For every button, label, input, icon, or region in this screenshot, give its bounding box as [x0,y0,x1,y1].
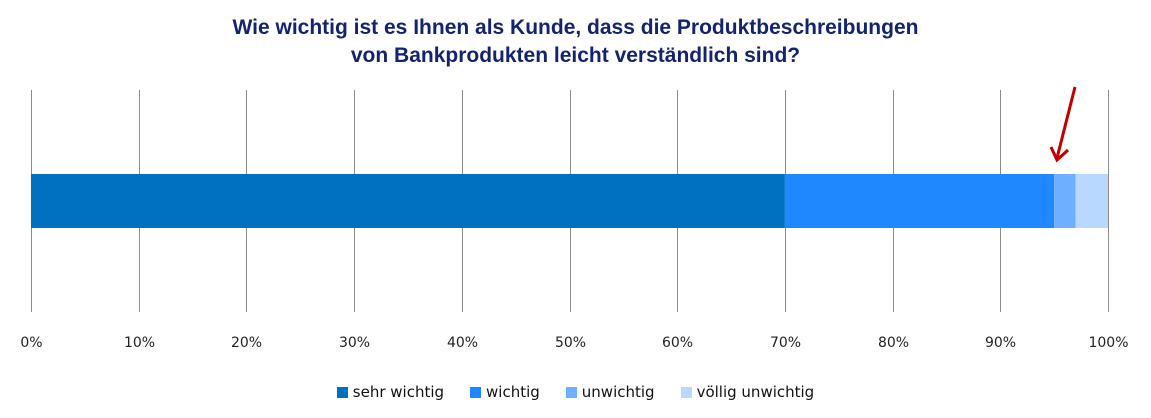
annotation-arrow-head [1049,146,1070,163]
legend-label: sehr wichtig [352,383,445,401]
x-tick-label: 30% [339,335,370,351]
legend-swatch [680,386,692,398]
legend-swatch [565,386,577,398]
bar-segment-unwichtig [1054,174,1076,228]
x-tick-label: 40% [447,335,478,351]
x-tick-label: 60% [662,335,693,351]
annotation-arrow-shaft [1055,86,1077,159]
x-tick-label: 10% [124,335,155,351]
chart-title-line2: von Bankprodukten leicht verständlich si… [350,44,801,67]
legend-item: wichtig [470,383,540,401]
bar-segment-völlig-unwichtig [1075,174,1108,228]
x-tick-label: 100% [1088,335,1128,351]
legend-item: sehr wichtig [336,383,445,401]
x-tick-label: 0% [20,335,42,351]
legend: sehr wichtig wichtig unwichtig völlig unwic… [0,383,1151,401]
legend-label: unwichtig [581,383,655,401]
x-tick-label: 90% [985,335,1016,351]
bar-segment-wichtig [784,174,1055,228]
chart-title-line1: Wie wichtig ist es Ihnen als Kunde, dass… [232,16,919,39]
legend-label: wichtig [486,383,540,401]
x-tick-label: 80% [878,335,909,351]
chart-title: Wie wichtig ist es Ihnen als Kunde, dass… [0,14,1151,70]
x-tick-label: 20% [231,335,262,351]
legend-swatch [470,386,482,398]
x-tick-label: 70% [770,335,801,351]
legend-item: völlig unwichtig [680,383,815,401]
legend-label: völlig unwichtig [696,383,815,401]
legend-swatch [336,386,348,398]
legend-item: unwichtig [565,383,655,401]
bar-segment-sehr-wichtig [31,174,785,228]
x-tick-label: 50% [555,335,586,351]
